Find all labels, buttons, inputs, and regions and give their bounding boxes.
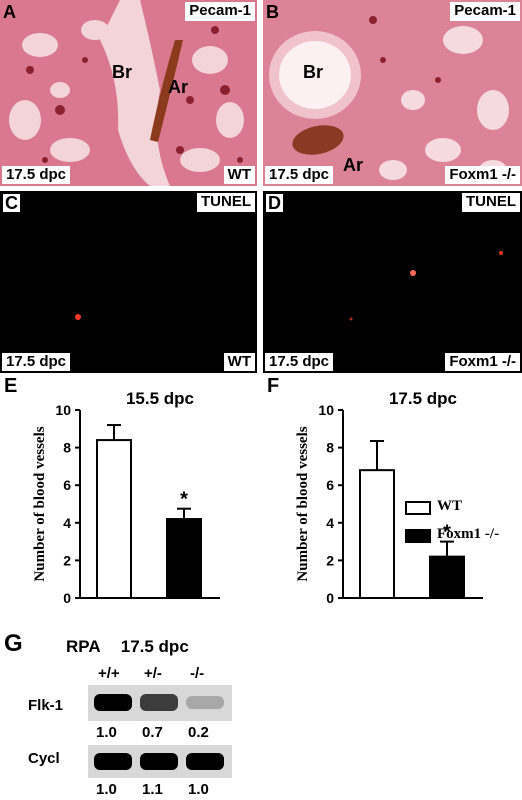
chart-e: 15.5 dpc 0 2 4 6 8 10 Number of blood vessels * xyxy=(32,389,220,606)
panel-d-stage: 17.5 dpc xyxy=(265,352,334,371)
flk1-label: Flk-1 xyxy=(28,697,64,714)
cycl-band-wt xyxy=(94,753,132,770)
panel-g-letter: G xyxy=(4,630,23,657)
panel-a-br-label: Br xyxy=(112,62,133,82)
cycl-band-ko xyxy=(186,753,224,770)
cycl-value-het: 1.1 xyxy=(142,781,163,798)
panel-a-image: A Pecam-1 Br Ar 17.5 dpc WT xyxy=(0,0,257,186)
chart-f-ytick-label-3: 6 xyxy=(326,477,334,493)
chart-e-significance-1: * xyxy=(180,489,188,511)
legend-ko-label: Foxm1 -/- xyxy=(437,526,500,542)
panel-c-stage: 17.5 dpc xyxy=(2,352,71,371)
chart-e-ytick-label-3: 6 xyxy=(63,477,71,493)
panel-a-stage: 17.5 dpc xyxy=(2,165,71,184)
rpa-header: RPA 17.5 dpc xyxy=(66,637,189,657)
lane-label-ko: -/- xyxy=(190,665,205,682)
panel-a-letter: A xyxy=(3,2,16,22)
panel-b-stage: 17.5 dpc xyxy=(265,165,334,184)
flk1-value-wt: 1.0 xyxy=(96,724,117,741)
flk1-value-ko: 0.2 xyxy=(188,724,209,741)
panel-a-stain: Pecam-1 xyxy=(185,2,255,21)
chart-e-ylabel: Number of blood vessels xyxy=(32,426,48,581)
flk1-band-het xyxy=(140,694,178,711)
chart-f-ytick-label-1: 2 xyxy=(326,552,334,568)
chart-f-ytick-label-5: 10 xyxy=(318,402,334,418)
panel-a-ar-label: Ar xyxy=(168,77,189,97)
panel-d-stain: TUNEL xyxy=(462,193,520,212)
panel-d-genotype: Foxm1 -/- xyxy=(445,352,520,371)
pecam-ko-micrograph xyxy=(263,0,522,186)
panel-b-letter: B xyxy=(266,2,279,22)
chart-f-bar-0 xyxy=(359,469,395,599)
cycl-value-wt: 1.0 xyxy=(96,781,117,798)
chart-f-ytick-label-2: 4 xyxy=(326,515,334,531)
panel-e-letter: E xyxy=(4,375,18,397)
panel-d-image: D TUNEL 17.5 dpc Foxm1 -/- xyxy=(263,191,522,373)
flk1-value-het: 0.7 xyxy=(142,724,163,741)
panel-b-ar-label: Ar xyxy=(343,155,364,175)
panel-b-br-label: Br xyxy=(303,62,324,82)
chart-e-ytick-label-4: 8 xyxy=(63,440,71,456)
chart-f-title: 17.5 dpc xyxy=(389,389,457,408)
panel-f-letter: F xyxy=(267,375,280,397)
panel-d-letter: D xyxy=(266,193,283,213)
lane-label-wt: +/+ xyxy=(98,665,120,682)
chart-f-ytick-label-4: 8 xyxy=(326,440,334,456)
chart-e-bar-0 xyxy=(96,439,132,599)
chart-f: 17.5 dpc 0 2 4 6 8 10 Number of blood vessels * xyxy=(295,389,483,606)
chart-e-bar-1 xyxy=(166,518,202,599)
chart-f-bar-1 xyxy=(429,555,465,599)
pecam-wt-micrograph xyxy=(0,0,257,186)
tunel-wt-micrograph xyxy=(0,191,257,373)
panel-c-stain: TUNEL xyxy=(197,193,255,212)
lane-label-het: +/- xyxy=(144,665,162,682)
flk1-band-ko xyxy=(186,696,224,709)
panel-a-genotype: WT xyxy=(223,165,255,184)
chart-legend: WT Foxm1 -/- xyxy=(405,498,520,548)
chart-f-significance-1: * xyxy=(443,522,451,544)
chart-e-ytick-label-5: 10 xyxy=(55,402,71,418)
legend-ko-swatch xyxy=(405,529,431,543)
chart-e-ytick-label-1: 2 xyxy=(63,552,71,568)
panel-c-letter: C xyxy=(3,193,20,213)
legend-wt-label: WT xyxy=(437,498,463,514)
cycl-label: Cycl xyxy=(28,750,60,767)
chart-e-title: 15.5 dpc xyxy=(126,389,194,408)
panel-c-genotype: WT xyxy=(223,352,255,371)
cycl-blot xyxy=(88,745,232,778)
panel-b-genotype: Foxm1 -/- xyxy=(445,165,520,184)
chart-f-ytick-label-0: 0 xyxy=(326,590,334,606)
tunel-ko-micrograph xyxy=(263,191,522,373)
cycl-value-ko: 1.0 xyxy=(188,781,209,798)
legend-wt-swatch xyxy=(405,501,431,515)
panel-c-image: C TUNEL 17.5 dpc WT xyxy=(0,191,257,373)
cycl-band-het xyxy=(140,753,178,770)
rpa-assay: RPA xyxy=(66,637,100,656)
flk1-band-wt xyxy=(94,694,132,711)
rpa-stage: 17.5 dpc xyxy=(120,637,189,656)
chart-f-ylabel: Number of blood vessels xyxy=(295,426,311,581)
flk1-blot xyxy=(88,685,232,721)
chart-e-ytick-label-2: 4 xyxy=(63,515,71,531)
chart-e-ytick-label-0: 0 xyxy=(63,590,71,606)
panel-b-stain: Pecam-1 xyxy=(450,2,520,21)
panel-b-image: B Pecam-1 Br Ar 17.5 dpc Foxm1 -/- xyxy=(263,0,522,186)
